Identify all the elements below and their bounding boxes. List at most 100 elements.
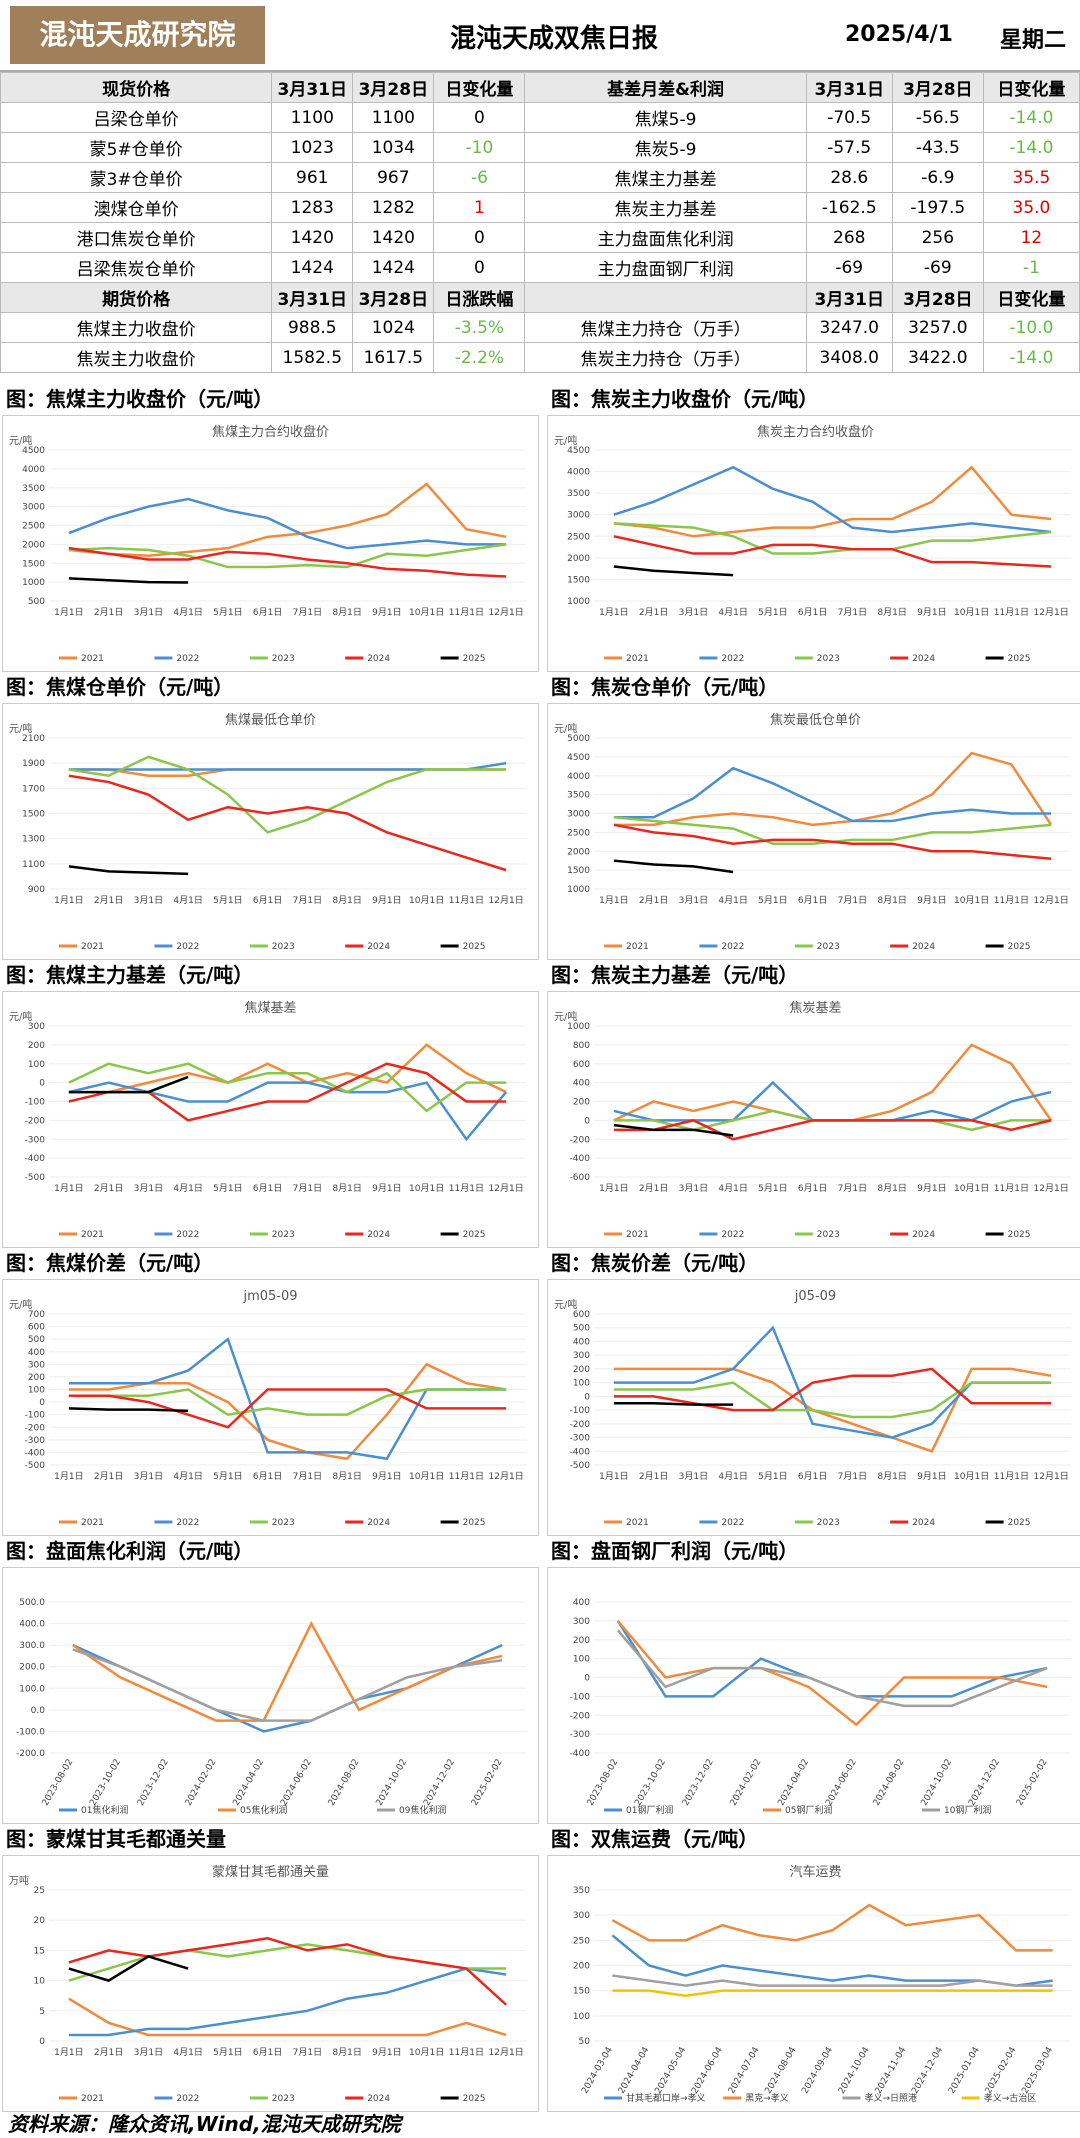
x-tick-label: 2024-04-02 [231, 1758, 266, 1808]
legend-label: 2023 [272, 942, 295, 952]
unit-label: 元/吨 [9, 434, 32, 447]
x-tick-label: 4月1日 [718, 895, 747, 906]
x-tick-label: 11月1日 [994, 1183, 1029, 1194]
y-tick-label: 5000 [567, 734, 590, 744]
table-cell: 967 [352, 162, 435, 193]
x-tick-label: 2024-10-04 [837, 2045, 872, 2096]
y-tick-label: 20 [34, 1916, 46, 1926]
source-note: 资料来源：隆众资讯,Wind,混沌天成研究院 [8, 2112, 401, 2136]
x-tick-label: 5月1日 [758, 895, 787, 906]
y-tick-label: 2100 [22, 734, 45, 744]
x-tick-label: 7月1日 [838, 607, 867, 618]
table-row: 焦煤主力收盘价 988.5 1024 -3.5% 焦煤主力持仓（万手） 3247.0 325… [0, 312, 1080, 343]
legend-label: 2021 [81, 942, 104, 952]
y-tick-label: -100.0 [16, 1727, 45, 1737]
chart-title: 焦煤最低仓单价 [225, 713, 316, 728]
x-tick-label: 6月1日 [798, 895, 827, 906]
y-tick-label: 600 [573, 1060, 590, 1070]
table-row: 吕梁仓单价 1100 1100 0 焦煤5-9 -70.5 -56.5 -14.0 [0, 102, 1080, 133]
y-tick-label: -200 [570, 1135, 591, 1145]
y-tick-label: 500 [28, 1335, 45, 1345]
unit-label: 元/吨 [554, 1298, 577, 1311]
x-tick-label: 4月1日 [718, 607, 747, 618]
y-tick-label: 4000 [22, 465, 45, 475]
x-tick-label: 3月1日 [134, 1471, 163, 1482]
x-tick-label: 2025-03-04 [1020, 2045, 1055, 2096]
y-tick-label: 200.0 [19, 1663, 45, 1673]
x-tick-label: 8月1日 [877, 1183, 906, 1194]
y-tick-label: -300 [25, 1436, 46, 1446]
x-tick-label: 8月1日 [877, 895, 906, 906]
x-tick-label: 2024-03-04 [580, 2045, 615, 2096]
x-tick-label: 12月1日 [489, 895, 524, 906]
x-tick-label: 12月1日 [489, 1183, 524, 1194]
x-tick-label: 2024-10-02 [920, 1758, 955, 1808]
series-line [68, 865, 189, 876]
x-tick-label: 2024-11-04 [874, 2045, 909, 2096]
x-tick-label: 3月1日 [134, 895, 163, 906]
legend-label: 2023 [272, 1230, 295, 1240]
y-tick-label: 4000 [567, 468, 590, 478]
x-tick-label: 5月1日 [213, 2047, 242, 2058]
x-tick-label: 2025-02-02 [470, 1758, 505, 1808]
chart-panel: 图：焦煤主力收盘价（元/吨） 焦煤主力合约收盘价 元/吨 500 1000 1500 200… [0, 385, 540, 673]
table-cell: 澳煤仓单价 [0, 192, 273, 223]
table-cell: 1420 [271, 222, 354, 253]
x-tick-label: 1月1日 [599, 1471, 628, 1482]
x-tick-label: 3月1日 [134, 2047, 163, 2058]
y-tick-label: 400 [573, 1337, 590, 1347]
legend-label: 2021 [626, 1230, 649, 1240]
y-tick-label: -100 [25, 1098, 46, 1108]
x-tick-label: 4月1日 [718, 1471, 747, 1482]
x-tick-label: 11月1日 [994, 1471, 1029, 1482]
legend-label: 孝义→日照港 [865, 2092, 918, 2104]
series-line [68, 543, 507, 569]
unit-label: 万吨 [9, 1874, 29, 1887]
legend-label: 2025 [463, 1518, 486, 1528]
x-tick-label: 2024-02-02 [184, 1758, 219, 1808]
x-tick-label: 8月1日 [332, 895, 361, 906]
x-tick-label: 9月1日 [372, 607, 401, 618]
table-cell: -56.5 [891, 102, 984, 133]
x-tick-label: 3月1日 [134, 1183, 163, 1194]
table-cell: -14.0 [982, 342, 1080, 373]
table-cell: 1424 [352, 252, 435, 283]
x-tick-label: 2024-02-02 [729, 1758, 764, 1808]
table-cell: 吕梁仓单价 [0, 102, 273, 133]
x-tick-label: 7月1日 [293, 895, 322, 906]
table-cell: 主力盘面钢厂利润 [524, 252, 807, 283]
table-cell: 焦煤主力持仓（万手） [524, 312, 807, 343]
x-tick-label: 6月1日 [798, 1471, 827, 1482]
x-tick-label: 7月1日 [293, 2047, 322, 2058]
series-line [616, 1629, 1048, 1708]
x-tick-label: 4月1日 [173, 895, 202, 906]
unit-label: 元/吨 [554, 722, 577, 735]
x-tick-label: 11月1日 [994, 607, 1029, 618]
y-tick-label: 200 [573, 1962, 590, 1972]
x-tick-label: 4月1日 [173, 607, 202, 618]
y-tick-label: 200 [573, 1365, 590, 1375]
y-tick-label: 0 [39, 2037, 45, 2047]
table-cell: 0 [433, 252, 526, 283]
chart-caption: 图：双焦运费（元/吨） [551, 1827, 759, 1851]
y-tick-label: -400 [570, 1154, 591, 1164]
chart-caption: 图：焦炭价差（元/吨） [551, 1251, 759, 1275]
report-date: 2025/4/1 [845, 22, 953, 47]
legend-label: 2021 [626, 1518, 649, 1528]
chart-caption: 图：蒙煤甘其毛都通关量 [6, 1827, 226, 1851]
legend-label: 2022 [721, 942, 744, 952]
chart-panel: 图：焦炭主力基差（元/吨） 焦炭基差 元/吨 -600 -400 -200 0 200 400 6… [545, 961, 1080, 1249]
table-cell: 1282 [352, 192, 435, 223]
y-tick-label: 400 [573, 1598, 590, 1608]
x-tick-label: 12月1日 [489, 607, 524, 618]
y-tick-label: 100 [573, 1655, 590, 1665]
legend-label: 2024 [367, 1518, 390, 1528]
table-row: 蒙5#仓单价 1023 1034 -10 焦炭5-9 -57.5 -43.5 -14.0 [0, 132, 1080, 163]
series-line [68, 1955, 189, 1982]
legend-label: 2024 [367, 942, 390, 952]
chart-panel: 图：双焦运费（元/吨） 汽车运费 50 100 150 200 250 300 350 2024-… [545, 1825, 1080, 2113]
chart-svg: jm05-09 元/吨 -500 -400 -300 -200 -100 0 100 200 300… [9, 1289, 526, 1528]
x-tick-label: 1月1日 [54, 1183, 83, 1194]
